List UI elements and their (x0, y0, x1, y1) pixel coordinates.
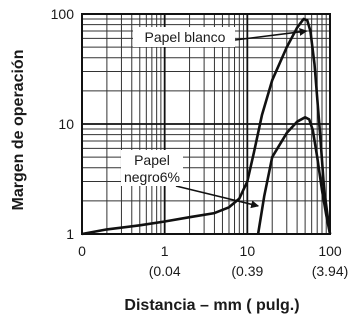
x-tick-sublabel: (0.04 (149, 263, 181, 279)
y-tick-label: 10 (58, 116, 74, 132)
legend-label-papel-negro: Papel (134, 152, 170, 168)
annotation-arrow (234, 27, 308, 41)
legend-label-papel-negro: negro6% (124, 169, 180, 185)
x-tick-label: 100 (318, 243, 342, 259)
y-tick-label: 100 (51, 6, 75, 22)
grid (82, 14, 330, 234)
x-tick-label: 10 (240, 243, 256, 259)
plot-border (81, 13, 331, 235)
series-line-papel-negro (256, 116, 332, 235)
series-line-papel-blanco (81, 17, 332, 236)
annotation-box (121, 150, 183, 186)
annotation-arrow (175, 185, 260, 209)
annotation-box (133, 27, 235, 47)
legend-label-papel-blanco: Papel blanco (145, 29, 226, 45)
x-tick-labels: 0 1 (0.04 10 (0.39 100 (3.94) (78, 243, 348, 279)
x-tick-label: 1 (161, 243, 169, 259)
x-tick-label: 0 (78, 243, 86, 259)
x-tick-sublabel: (3.94) (312, 263, 349, 279)
series-lines (81, 17, 332, 236)
plot-frame (81, 13, 331, 235)
y-tick-label: 1 (66, 226, 74, 242)
x-tick-sublabel: (0.39 (231, 263, 263, 279)
x-axis-title: Distancia – mm ( pulg.) (124, 297, 299, 314)
y-tick-labels: 1 10 100 (51, 6, 75, 242)
y-axis-title: Margen de operación (10, 50, 27, 211)
